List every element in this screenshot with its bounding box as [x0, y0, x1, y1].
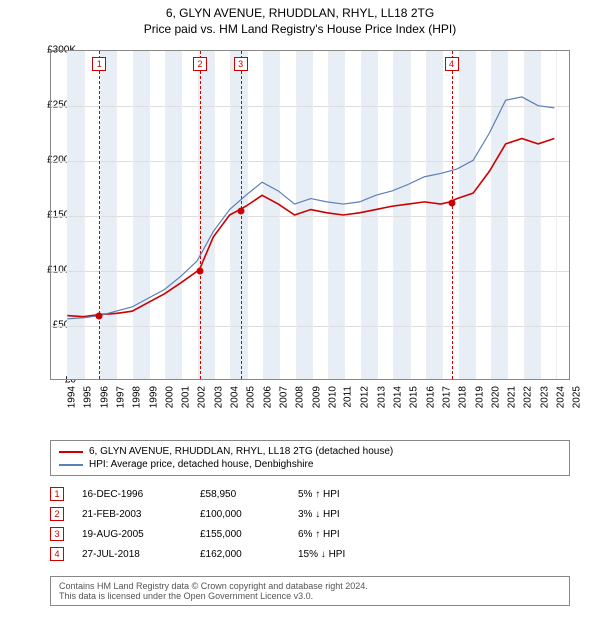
- x-axis-label: 2018: [457, 386, 468, 408]
- sale-price: £58,950: [200, 489, 280, 500]
- sale-marker: 1: [50, 487, 64, 501]
- x-axis-label: 1998: [131, 386, 142, 408]
- x-axis-label: 2006: [262, 386, 273, 408]
- x-axis-label: 2003: [213, 386, 224, 408]
- sale-row: 1 16-DEC-1996 £58,950 5% ↑ HPI: [50, 484, 570, 504]
- sale-date: 27-JUL-2018: [82, 549, 182, 560]
- x-axis-label: 2000: [164, 386, 175, 408]
- chart-subtitle: Price paid vs. HM Land Registry's House …: [0, 20, 600, 40]
- sale-row: 4 27-JUL-2018 £162,000 15% ↓ HPI: [50, 544, 570, 564]
- sale-date: 16-DEC-1996: [82, 489, 182, 500]
- sale-diff: 3% ↓ HPI: [298, 509, 398, 520]
- x-axis-label: 1994: [66, 386, 77, 408]
- legend-swatch-hpi: [59, 464, 83, 466]
- legend-swatch-property: [59, 451, 83, 453]
- x-axis-label: 2012: [360, 386, 371, 408]
- sale-price: £100,000: [200, 509, 280, 520]
- marker-badge-2: 2: [193, 57, 207, 71]
- x-axis-label: 2007: [278, 386, 289, 408]
- marker-badge-3: 3: [234, 57, 248, 71]
- x-axis-label: 2022: [523, 386, 534, 408]
- x-axis-label: 2009: [311, 386, 322, 408]
- x-axis-label: 2015: [409, 386, 420, 408]
- marker-dot-2: [196, 268, 203, 275]
- legend-label-property: 6, GLYN AVENUE, RHUDDLAN, RHYL, LL18 2TG…: [89, 446, 393, 457]
- x-axis-label: 1997: [115, 386, 126, 408]
- x-axis-label: 2010: [327, 386, 338, 408]
- sale-price: £162,000: [200, 549, 280, 560]
- sale-price: £155,000: [200, 529, 280, 540]
- x-axis-label: 2013: [376, 386, 387, 408]
- chart-plot-area: 1 2 3 4: [50, 50, 570, 380]
- sale-marker: 3: [50, 527, 64, 541]
- sale-marker: 4: [50, 547, 64, 561]
- x-axis-label: 2004: [229, 386, 240, 408]
- marker-badge-1: 1: [92, 57, 106, 71]
- x-axis-label: 2016: [425, 386, 436, 408]
- marker-badge-4: 4: [445, 57, 459, 71]
- sale-diff: 15% ↓ HPI: [298, 549, 398, 560]
- x-axis-label: 2020: [490, 386, 501, 408]
- footer-attribution: Contains HM Land Registry data © Crown c…: [50, 576, 570, 606]
- sale-marker: 2: [50, 507, 64, 521]
- x-axis-label: 2023: [539, 386, 550, 408]
- x-axis-label: 2005: [246, 386, 257, 408]
- x-axis-label: 1995: [83, 386, 94, 408]
- marker-dot-4: [448, 199, 455, 206]
- x-axis-label: 2001: [180, 386, 191, 408]
- sales-table: 1 16-DEC-1996 £58,950 5% ↑ HPI 2 21-FEB-2003 £…: [50, 484, 570, 564]
- x-axis-label: 2014: [392, 386, 403, 408]
- marker-dot-3: [237, 207, 244, 214]
- x-axis-label: 2024: [555, 386, 566, 408]
- x-axis-label: 1999: [148, 386, 159, 408]
- sale-date: 21-FEB-2003: [82, 509, 182, 520]
- x-axis-label: 2025: [572, 386, 583, 408]
- sale-date: 19-AUG-2005: [82, 529, 182, 540]
- legend: 6, GLYN AVENUE, RHUDDLAN, RHYL, LL18 2TG…: [50, 440, 570, 476]
- x-axis-label: 2017: [441, 386, 452, 408]
- sale-diff: 5% ↑ HPI: [298, 489, 398, 500]
- x-axis-label: 2002: [197, 386, 208, 408]
- line-property: [67, 138, 554, 316]
- x-axis-label: 2008: [294, 386, 305, 408]
- chart-title: 6, GLYN AVENUE, RHUDDLAN, RHYL, LL18 2TG: [0, 0, 600, 20]
- marker-dot-1: [96, 313, 103, 320]
- x-axis-label: 2011: [343, 386, 354, 408]
- x-axis-label: 1996: [99, 386, 110, 408]
- legend-label-hpi: HPI: Average price, detached house, Denb…: [89, 459, 313, 470]
- x-axis-label: 2021: [506, 386, 517, 408]
- sale-row: 2 21-FEB-2003 £100,000 3% ↓ HPI: [50, 504, 570, 524]
- line-hpi: [67, 97, 554, 319]
- sale-diff: 6% ↑ HPI: [298, 529, 398, 540]
- sale-row: 3 19-AUG-2005 £155,000 6% ↑ HPI: [50, 524, 570, 544]
- x-axis-label: 2019: [474, 386, 485, 408]
